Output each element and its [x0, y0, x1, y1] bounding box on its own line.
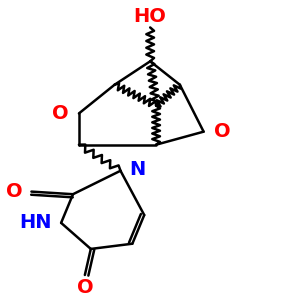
Text: N: N	[129, 160, 146, 179]
Text: O: O	[6, 182, 22, 201]
Text: O: O	[52, 104, 68, 123]
Text: HO: HO	[134, 7, 167, 26]
Text: O: O	[76, 278, 93, 297]
Text: O: O	[214, 122, 231, 141]
Text: HN: HN	[20, 213, 52, 232]
